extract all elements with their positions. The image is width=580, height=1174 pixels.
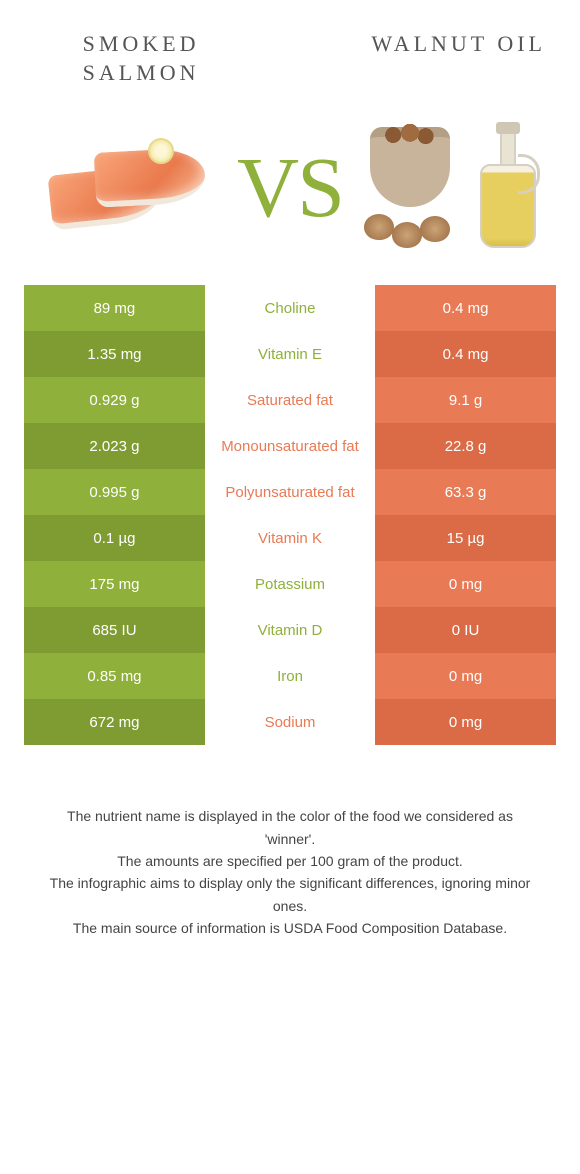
table-row: 0.995 gPolyunsaturated fat63.3 g (24, 469, 556, 515)
nutrient-label: Potassium (205, 561, 375, 607)
nutrient-label: Choline (205, 285, 375, 331)
table-row: 685 IUVitamin D0 IU (24, 607, 556, 653)
left-value: 0.995 g (24, 469, 205, 515)
table-row: 175 mgPotassium0 mg (24, 561, 556, 607)
left-food-image (24, 117, 226, 257)
nutrient-label: Vitamin D (205, 607, 375, 653)
nutrient-label: Vitamin K (205, 515, 375, 561)
vs-label: VS (237, 137, 343, 237)
table-row: 0.1 µgVitamin K15 µg (24, 515, 556, 561)
nutrient-label: Saturated fat (205, 377, 375, 423)
nutrient-label: Polyunsaturated fat (205, 469, 375, 515)
table-row: 1.35 mgVitamin E0.4 mg (24, 331, 556, 377)
walnut-oil-icon (360, 122, 550, 252)
right-value: 22.8 g (375, 423, 556, 469)
left-value: 1.35 mg (24, 331, 205, 377)
salmon-icon (40, 132, 210, 242)
footer-line: The amounts are specified per 100 gram o… (44, 850, 536, 872)
right-food-title: WALNUT OIL (322, 30, 556, 59)
table-row: 89 mgCholine0.4 mg (24, 285, 556, 331)
right-value: 9.1 g (375, 377, 556, 423)
right-value: 0 IU (375, 607, 556, 653)
left-value: 2.023 g (24, 423, 205, 469)
comparison-table: 89 mgCholine0.4 mg1.35 mgVitamin E0.4 mg… (24, 285, 556, 745)
hero-row: VS (24, 117, 556, 257)
left-value: 89 mg (24, 285, 205, 331)
title-row: SMOKED SALMON WALNUT OIL (24, 30, 556, 87)
right-value: 0.4 mg (375, 285, 556, 331)
nutrient-label: Monounsaturated fat (205, 423, 375, 469)
table-row: 672 mgSodium0 mg (24, 699, 556, 745)
left-value: 175 mg (24, 561, 205, 607)
footer-line: The main source of information is USDA F… (44, 917, 536, 939)
right-value: 15 µg (375, 515, 556, 561)
right-value: 0 mg (375, 653, 556, 699)
left-value: 0.1 µg (24, 515, 205, 561)
footer-line: The nutrient name is displayed in the co… (44, 805, 536, 850)
right-food-image (354, 117, 556, 257)
table-row: 0.85 mgIron0 mg (24, 653, 556, 699)
footer-line: The infographic aims to display only the… (44, 872, 536, 917)
left-value: 0.85 mg (24, 653, 205, 699)
right-value: 0.4 mg (375, 331, 556, 377)
table-row: 2.023 gMonounsaturated fat22.8 g (24, 423, 556, 469)
left-food-title: SMOKED SALMON (24, 30, 258, 87)
left-value: 0.929 g (24, 377, 205, 423)
nutrient-label: Iron (205, 653, 375, 699)
nutrient-label: Vitamin E (205, 331, 375, 377)
right-value: 63.3 g (375, 469, 556, 515)
table-row: 0.929 gSaturated fat9.1 g (24, 377, 556, 423)
left-value: 672 mg (24, 699, 205, 745)
nutrient-label: Sodium (205, 699, 375, 745)
right-value: 0 mg (375, 561, 556, 607)
infographic-container: SMOKED SALMON WALNUT OIL VS (0, 0, 580, 960)
right-value: 0 mg (375, 699, 556, 745)
left-value: 685 IU (24, 607, 205, 653)
footer-notes: The nutrient name is displayed in the co… (24, 805, 556, 939)
